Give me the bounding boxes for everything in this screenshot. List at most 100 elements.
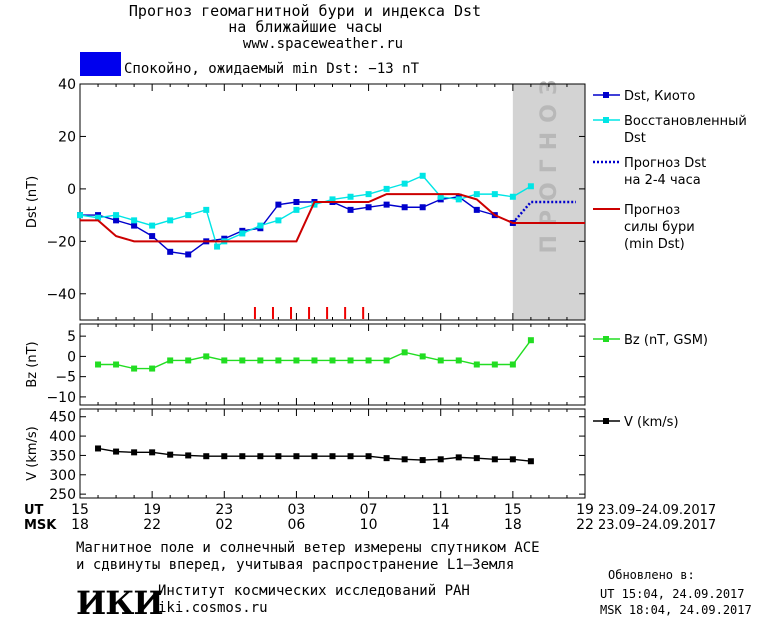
data-point <box>473 191 480 198</box>
status-text: Спокойно, ожидаемый min Dst: −13 nT <box>124 61 420 77</box>
data-point <box>401 180 408 187</box>
legend-label: Прогноз Dst <box>624 156 706 171</box>
status-color-box <box>80 52 121 76</box>
data-point <box>149 222 156 229</box>
data-point <box>113 448 120 455</box>
data-point <box>419 457 426 464</box>
y-tick-label: −40 <box>46 287 76 303</box>
y-tick-label: 350 <box>49 448 76 464</box>
chart-title-line1: Прогноз геомагнитной бури и индекса Dst <box>128 2 482 20</box>
data-point <box>329 453 336 460</box>
msk-tick-label: 10 <box>360 517 378 533</box>
series-line <box>511 200 576 224</box>
data-point <box>293 453 300 460</box>
data-point <box>113 361 120 368</box>
data-point <box>293 199 300 205</box>
data-point <box>473 206 480 213</box>
forecast-zone-label: ПРОГНОЗ <box>537 70 562 253</box>
y-tick-label: 400 <box>49 429 76 445</box>
chart-panel-2: 450 400 350 300 250 V (km/s) V (km/s) <box>25 408 679 503</box>
site-url[interactable]: www.spaceweather.ru <box>242 36 404 52</box>
msk-tick-label: 14 <box>432 517 450 533</box>
legend-marker <box>603 117 609 123</box>
data-point <box>347 453 354 460</box>
data-point <box>419 172 426 179</box>
series-line <box>98 339 532 370</box>
data-point <box>275 357 282 364</box>
ut-tick-label: 15 <box>504 502 522 518</box>
measurement-note-line2: и сдвинуты вперед, учитывая распростране… <box>76 557 515 573</box>
data-point <box>257 222 264 229</box>
legend-label: V (km/s) <box>624 415 679 430</box>
data-point <box>131 365 138 372</box>
data-point <box>383 455 390 462</box>
data-point <box>491 361 498 368</box>
data-point <box>214 243 221 250</box>
data-point <box>329 357 336 364</box>
data-point <box>419 204 426 211</box>
data-point <box>185 452 192 459</box>
msk-tick-label: 22 <box>576 517 594 533</box>
data-point <box>131 222 138 229</box>
chart-panel-1: 5 0 −5 −10 Bz (nT) Bz (nT, GSM) <box>25 323 708 406</box>
data-point <box>347 357 354 364</box>
data-point <box>401 456 408 463</box>
ut-tick-label: 03 <box>288 502 306 518</box>
legend-label: Bz (nT, GSM) <box>624 333 708 348</box>
y-tick-label: 0 <box>67 349 76 365</box>
data-point <box>131 449 138 456</box>
data-point <box>365 204 372 211</box>
legend-label: (min Dst) <box>624 237 685 252</box>
data-point <box>437 193 444 200</box>
data-point <box>311 453 318 460</box>
chart-title-line2: на ближайшие часы <box>228 18 382 36</box>
msk-tick-label: 02 <box>215 517 233 533</box>
data-point <box>293 206 300 213</box>
data-point <box>365 191 372 198</box>
data-point <box>383 185 390 192</box>
institute-name: Институт космических исследований РАН <box>158 583 470 599</box>
y-tick-label: 40 <box>58 77 76 93</box>
data-point <box>419 353 426 360</box>
data-point <box>203 206 210 213</box>
data-point <box>185 212 192 219</box>
data-point <box>311 201 318 208</box>
ut-tick-label: 19 <box>576 502 594 518</box>
y-axis-label: V (km/s) <box>25 426 40 481</box>
legend-label: на 2-4 часа <box>624 173 701 188</box>
ut-tick-label: 19 <box>143 502 161 518</box>
ut-label: UT <box>24 503 44 518</box>
data-point <box>203 353 210 360</box>
data-point <box>167 217 174 224</box>
data-point <box>77 212 83 219</box>
msk-tick-label: 18 <box>71 517 89 533</box>
data-point <box>275 201 282 208</box>
data-point <box>401 204 408 211</box>
data-point <box>365 453 372 460</box>
measurement-note-line1: Магнитное поле и солнечный ветер измерен… <box>76 540 540 556</box>
y-tick-label: 250 <box>49 487 76 503</box>
data-point <box>365 357 372 364</box>
legend-label: силы бури <box>624 220 695 235</box>
data-point <box>275 217 282 224</box>
msk-label: MSK <box>24 518 57 533</box>
legend-label: Прогноз <box>624 203 680 218</box>
legend-label: Dst <box>624 131 646 146</box>
data-point <box>329 196 336 203</box>
data-point <box>95 214 102 221</box>
chart-panel-0: ПРОГНОЗ 40 20 0 −20 −40 Dst (nT) Dst, Киото Восс… <box>25 70 747 321</box>
y-axis-label: Dst (nT) <box>25 176 40 228</box>
ut-tick-label: 15 <box>71 502 89 518</box>
data-point <box>95 445 102 452</box>
iki-logo[interactable]: ИКИ <box>76 584 164 622</box>
y-tick-label: −5 <box>55 370 76 386</box>
institute-site[interactable]: iki.cosmos.ru <box>158 600 268 616</box>
data-point <box>185 357 192 364</box>
updated-ut: UT 15:04, 24.09.2017 <box>600 587 745 601</box>
data-point <box>239 357 246 364</box>
ut-date-range: 23.09–24.09.2017 <box>598 503 716 518</box>
data-point <box>221 357 228 364</box>
data-point <box>455 196 462 203</box>
data-point <box>527 183 534 190</box>
